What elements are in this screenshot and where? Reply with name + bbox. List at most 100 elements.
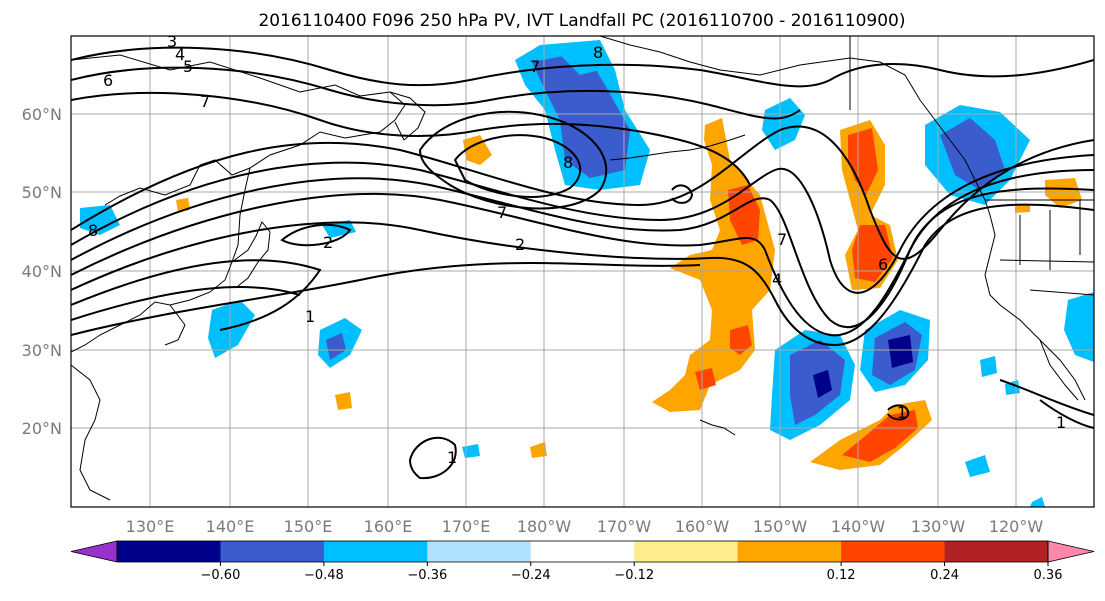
coast-hawaii	[699, 419, 736, 436]
pv-contour-16	[999, 379, 1094, 416]
coast-kamchatka	[389, 91, 426, 141]
coast-alaska	[599, 36, 986, 201]
pv-contour-9	[71, 46, 1094, 88]
latitude-ticks: 60°N 50°N 40°N 30°N 20°N	[22, 105, 62, 438]
shade-pos-band-core2	[730, 325, 752, 355]
contour-labels: 3 4 5 6 7 8 7 2 1 2 1 8 7 4 7 8 6 1 1	[88, 32, 1066, 467]
coast-bc	[984, 199, 1086, 401]
contour-label: 1	[447, 448, 457, 467]
shade-neg-sub-b-core	[888, 335, 913, 368]
shade-neg-sub-a-core	[813, 370, 832, 398]
colorbar-extend-low	[70, 540, 118, 563]
shade-neg-bering-mid	[532, 52, 630, 178]
pv-contour-15	[408, 436, 457, 480]
colorbar-swatch	[117, 541, 221, 562]
pv-contours	[71, 46, 1094, 480]
coast-korea	[164, 304, 186, 346]
pv-contour-11	[71, 91, 751, 186]
colorbar-tick-label: −0.36	[407, 568, 447, 583]
colorbar-swatch	[944, 541, 1049, 562]
colorbar-tick-label: 0.12	[827, 568, 856, 583]
contour-label: 7	[497, 203, 507, 222]
contour-label: 7	[777, 230, 787, 249]
lon-tick-label: 150°W	[753, 517, 808, 536]
coast-okhotsk	[71, 167, 251, 353]
contour-label: 8	[88, 221, 98, 240]
coast-japan	[231, 221, 271, 287]
shade-neg-bc-mid	[940, 118, 1005, 190]
contour-label: 7	[530, 57, 540, 76]
shade-neg-small-5	[1030, 497, 1045, 507]
colorbar-tick-label: 0.24	[930, 568, 959, 583]
shade-neg-bering-low	[560, 45, 600, 75]
contour-label: 4	[175, 45, 185, 64]
pv-contour-5	[71, 203, 1094, 347]
pv-contour-13	[453, 134, 582, 198]
colorbar-swatch	[323, 541, 428, 562]
contour-label: 2	[323, 233, 333, 252]
longitude-ticks: 130°E 140°E 150°E 160°E 170°E 180°W 170°…	[126, 517, 1044, 536]
contour-label: 8	[563, 153, 573, 172]
contour-label: 1	[1056, 413, 1066, 432]
pv-contour-19	[887, 404, 910, 421]
contour-label: 3	[167, 32, 177, 51]
lon-tick-label: 180°W	[517, 517, 572, 536]
shade-pos-wpac	[463, 135, 492, 165]
shade-pos-small-2	[335, 392, 352, 410]
pv-contour-10	[71, 66, 801, 120]
contour-label: 2	[515, 235, 525, 254]
coast-china	[71, 364, 111, 501]
colorbar-swatch	[530, 541, 635, 562]
pv-contour-4	[71, 187, 1094, 337]
shade-pos-small-5	[1015, 204, 1030, 213]
lat-tick-label: 40°N	[22, 262, 62, 281]
shade-neg-small-3	[980, 356, 997, 377]
lat-tick-label: 30°N	[22, 341, 62, 360]
lon-tick-label: 140°W	[831, 517, 886, 536]
lon-tick-label: 150°E	[284, 517, 333, 536]
lon-tick-label: 120°W	[989, 517, 1044, 536]
shade-pos-small-3	[530, 442, 547, 458]
contour-label: 6	[878, 255, 888, 274]
coast-baja	[1039, 339, 1079, 401]
pv-contour-1	[71, 125, 1094, 260]
lon-tick-label: 170°W	[597, 517, 652, 536]
pv-contour-18	[671, 184, 694, 204]
shade-neg-wpac-a-mid	[326, 333, 346, 360]
contour-label: 1	[897, 403, 907, 422]
pv-contour-2	[71, 154, 1094, 294]
lon-tick-label: 160°W	[675, 517, 730, 536]
contour-label: 8	[593, 43, 603, 62]
colorbar-tick-label: 0.36	[1034, 568, 1063, 583]
pv-contour-17	[1039, 399, 1094, 429]
contour-label: 6	[103, 71, 113, 90]
lon-tick-label: 130°E	[126, 517, 175, 536]
colorbar: −0.60−0.48−0.36−0.24−0.120.120.240.360.4…	[70, 540, 1095, 583]
shade-neg-socal	[1064, 292, 1094, 362]
contour-label: 5	[183, 57, 193, 76]
pv-contour-14	[280, 223, 352, 247]
colorbar-tick-label: −0.12	[614, 568, 654, 583]
pv-contour-6	[71, 259, 322, 331]
colorbar-swatch	[841, 541, 946, 562]
figure-title: 2016110400 F096 250 hPa PV, IVT Landfall…	[258, 11, 905, 31]
colorbar-tick-label: −0.60	[201, 568, 241, 583]
border-states	[999, 200, 1094, 296]
lat-tick-label: 20°N	[22, 419, 62, 438]
coastlines	[71, 36, 1094, 501]
colorbar-swatch	[427, 541, 532, 562]
pv-contour-8	[71, 262, 701, 336]
shade-pos-ne-core	[848, 128, 878, 195]
contour-label: 7	[200, 92, 210, 111]
lon-tick-label: 170°E	[442, 517, 491, 536]
colorbar-swatch	[634, 541, 739, 562]
colorbar-tick-label: −0.24	[511, 568, 551, 583]
lat-tick-label: 60°N	[22, 105, 62, 124]
map-panel: 3 4 5 6 7 8 7 2 1 2 1 8 7 4 7 8 6 1 1	[70, 32, 1095, 508]
coast-asia-north	[71, 54, 406, 206]
shade-neg-small-2	[965, 455, 990, 477]
colorbar-extend-high	[1047, 540, 1095, 563]
map-frame	[70, 35, 1095, 508]
lon-tick-label: 130°W	[911, 517, 966, 536]
